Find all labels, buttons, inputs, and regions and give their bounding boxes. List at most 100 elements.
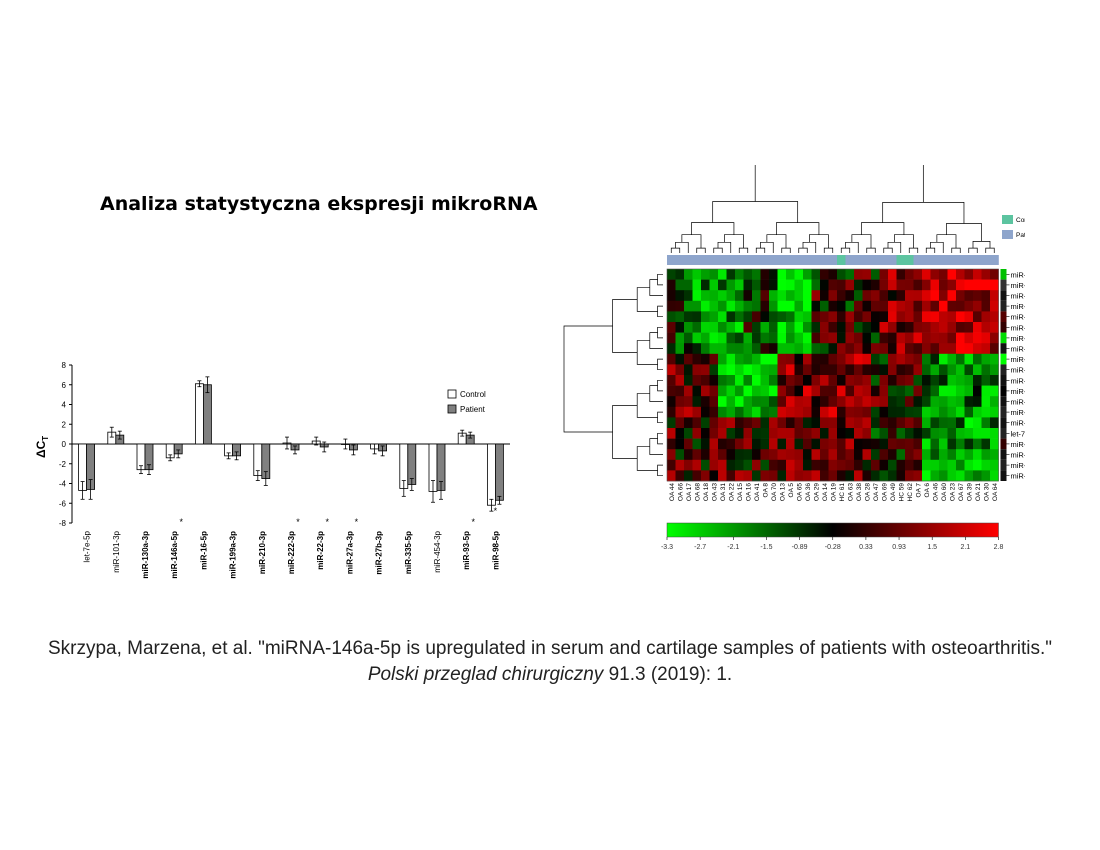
heatmap-cell [828,396,838,408]
heatmap-cell [743,322,753,333]
group-legend-swatch-patient [1002,230,1013,239]
colorbar-tick-label: 2.1 [960,544,970,551]
heatmap-cell [794,375,804,386]
column-label-OA 39: OA 39 [966,483,973,501]
heatmap-cell [667,396,676,408]
heatmap-cell [667,449,676,461]
column-label-OA 13: OA 13 [779,483,786,501]
heatmap-cell [735,470,744,482]
heatmap-cell [684,332,693,344]
heatmap-cell [820,375,829,386]
heatmap-cell [752,385,761,397]
heatmap-cell [990,353,999,365]
heatmap-cell [811,269,821,280]
column-label-OA 8: OA 8 [762,483,769,498]
heatmap-cell [879,438,889,450]
heatmap-cell [752,353,761,365]
heatmap-cell [803,428,812,439]
heatmap-cell [828,470,838,482]
heatmap-cell [871,375,880,386]
heatmap-cell [684,396,693,408]
heatmap-cell [820,279,829,291]
heatmap-cell [981,385,991,397]
heatmap-cell [913,364,923,376]
heatmap-cell [905,311,914,323]
heatmap-cell [939,311,948,323]
heatmap-cell [947,417,957,429]
heatmap-cell [871,353,880,365]
heatmap-cell [922,396,931,408]
heatmap-cell [973,406,982,418]
heatmap-cell [939,375,948,386]
heatmap-cell [803,353,812,365]
heatmap-cell [964,396,974,408]
heatmap-cell [854,269,863,280]
heatmap-cell [964,375,974,386]
row-dendrogram-branch [657,379,663,392]
column-dendrogram-branch [802,241,817,253]
heatmap-cell [828,417,838,429]
heatmap-cell [845,375,855,386]
group-bar-OA 23 [947,255,957,265]
heatmap-cell [879,353,889,365]
heatmap-cell [794,438,804,450]
heatmap-cell [990,417,999,429]
heatmap-cell [862,459,872,471]
heatmap-cell [981,269,991,280]
row-dendrogram-branch [649,332,663,349]
group-bar-OA 65 [794,255,804,265]
row-dendrogram-branch [636,340,658,365]
heatmap-cell [769,417,778,429]
column-label-OA 17: OA 17 [686,483,693,501]
heatmap-cell [709,300,719,312]
heatmap-cell [777,269,787,280]
heatmap-cell [752,290,761,302]
heatmap-cell [777,470,787,482]
row-marker-miR-193b-3p [1000,406,1007,418]
heatmap-cell [990,364,999,376]
heatmap-cell [973,269,982,280]
heatmap-cell [930,311,940,323]
heatmap-cell [964,364,974,376]
heatmap-cell [871,332,880,344]
y-tick-label: 8 [62,361,67,370]
heatmap-cell [896,385,906,397]
heatmap-cell [675,279,685,291]
heatmap-cell [837,417,846,429]
heatmap-cell [922,279,931,291]
heatmap-cell [701,385,710,397]
heatmap-cell [828,343,838,355]
heatmap-cell [794,353,804,365]
heatmap-cell [692,269,702,280]
heatmap-cell [811,396,821,408]
y-tick-label: -8 [59,519,67,528]
column-label-OA 60: OA 60 [941,483,948,501]
heatmap-cell [964,332,974,344]
y-tick-label: 4 [62,401,67,410]
heatmap-cell [718,322,727,333]
heatmap-cell [956,332,965,344]
heatmap-cell [667,406,676,418]
heatmap-cell [888,375,897,386]
heatmap-cell [726,417,736,429]
heatmap-cell [735,459,744,471]
group-bar-OA 47 [871,255,880,265]
heatmap-cell [786,375,795,386]
heatmap-cell [913,396,923,408]
category-label-miR-27b-3p: miR-27b-3p [375,531,384,575]
heatmap-cell [752,343,761,355]
heatmap-cell [828,406,838,418]
citation-journal: Polski przeglad chirurgiczny [367,664,604,685]
heatmap-cell [760,322,770,333]
heatmap-cell [905,438,914,450]
row-marker-miR-423-5p [1000,343,1007,354]
heatmap-cell [786,428,795,439]
heatmap-cell [862,428,872,439]
heatmap-cell [752,279,761,291]
heatmap-cell [990,385,999,397]
heatmap-cell [684,428,693,439]
heatmap-cell [803,385,812,397]
column-label-OA 28: OA 28 [864,483,871,501]
heatmap-cell [913,353,923,365]
heatmap-cell [803,290,812,302]
